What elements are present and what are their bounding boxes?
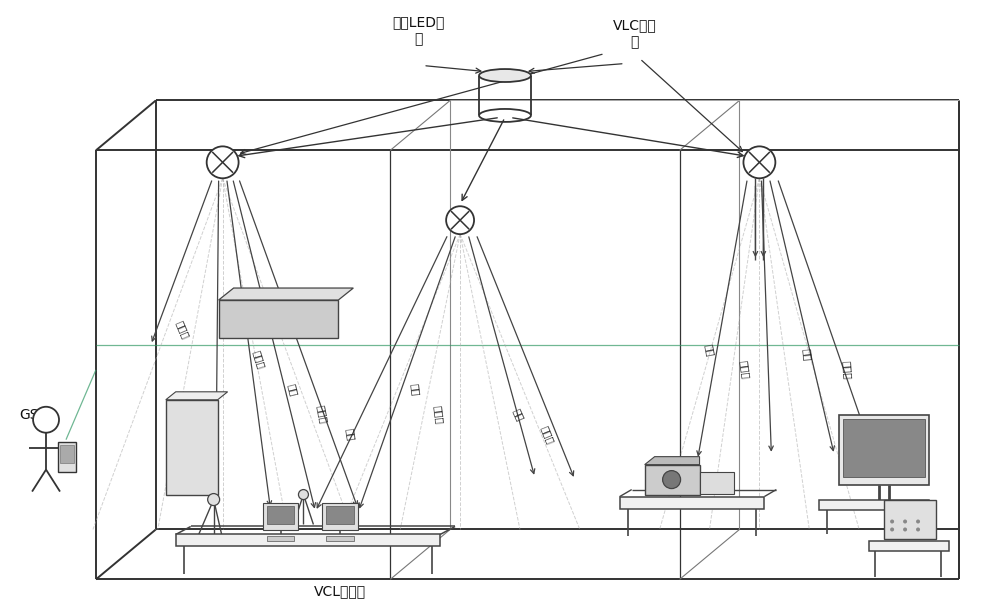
Bar xyxy=(219,300,338,338)
Ellipse shape xyxy=(479,69,531,82)
Bar xyxy=(166,400,218,495)
Bar xyxy=(700,472,734,493)
Circle shape xyxy=(916,520,920,523)
Bar xyxy=(620,497,764,509)
Circle shape xyxy=(33,407,59,433)
Bar xyxy=(58,442,76,472)
Circle shape xyxy=(446,206,474,234)
Circle shape xyxy=(890,527,894,532)
Text: 光路: 光路 xyxy=(409,383,421,396)
Bar xyxy=(176,535,440,546)
Text: 电力线: 电力线 xyxy=(251,350,266,370)
Circle shape xyxy=(298,490,308,500)
Circle shape xyxy=(663,470,681,489)
Bar xyxy=(869,541,949,551)
Bar xyxy=(843,419,925,476)
Text: 光路: 光路 xyxy=(703,343,716,357)
Bar xyxy=(263,503,298,531)
Bar xyxy=(645,464,700,495)
Bar xyxy=(322,503,358,531)
Text: VCL适配器: VCL适配器 xyxy=(314,585,366,599)
Bar xyxy=(884,500,936,540)
Circle shape xyxy=(890,520,894,523)
Circle shape xyxy=(208,493,220,506)
Text: VLC集线
器: VLC集线 器 xyxy=(613,19,657,49)
Text: 光路: 光路 xyxy=(286,382,299,397)
Bar xyxy=(267,506,294,524)
Bar xyxy=(60,445,74,463)
Text: 电力线: 电力线 xyxy=(738,360,751,380)
Bar xyxy=(326,537,354,541)
Circle shape xyxy=(207,146,239,178)
Bar xyxy=(267,537,294,541)
Text: 电力线: 电力线 xyxy=(432,405,444,425)
Circle shape xyxy=(916,527,920,532)
Bar xyxy=(819,500,929,509)
Text: 电力线: 电力线 xyxy=(540,424,556,446)
Circle shape xyxy=(903,527,907,532)
Circle shape xyxy=(903,520,907,523)
Text: GSM: GSM xyxy=(19,408,51,422)
Text: 红外线: 红外线 xyxy=(174,319,191,341)
Text: 光路: 光路 xyxy=(511,407,525,422)
Text: 白光LED光
源: 白光LED光 源 xyxy=(392,16,444,46)
Polygon shape xyxy=(645,456,700,464)
Text: 电力线: 电力线 xyxy=(842,360,853,379)
Polygon shape xyxy=(219,288,353,300)
Bar xyxy=(326,506,354,524)
Polygon shape xyxy=(166,392,228,400)
Text: 电力线: 电力线 xyxy=(316,405,329,425)
Text: 光路: 光路 xyxy=(344,428,356,442)
Bar xyxy=(839,415,929,484)
Text: 光路: 光路 xyxy=(802,348,813,362)
Circle shape xyxy=(743,146,775,178)
